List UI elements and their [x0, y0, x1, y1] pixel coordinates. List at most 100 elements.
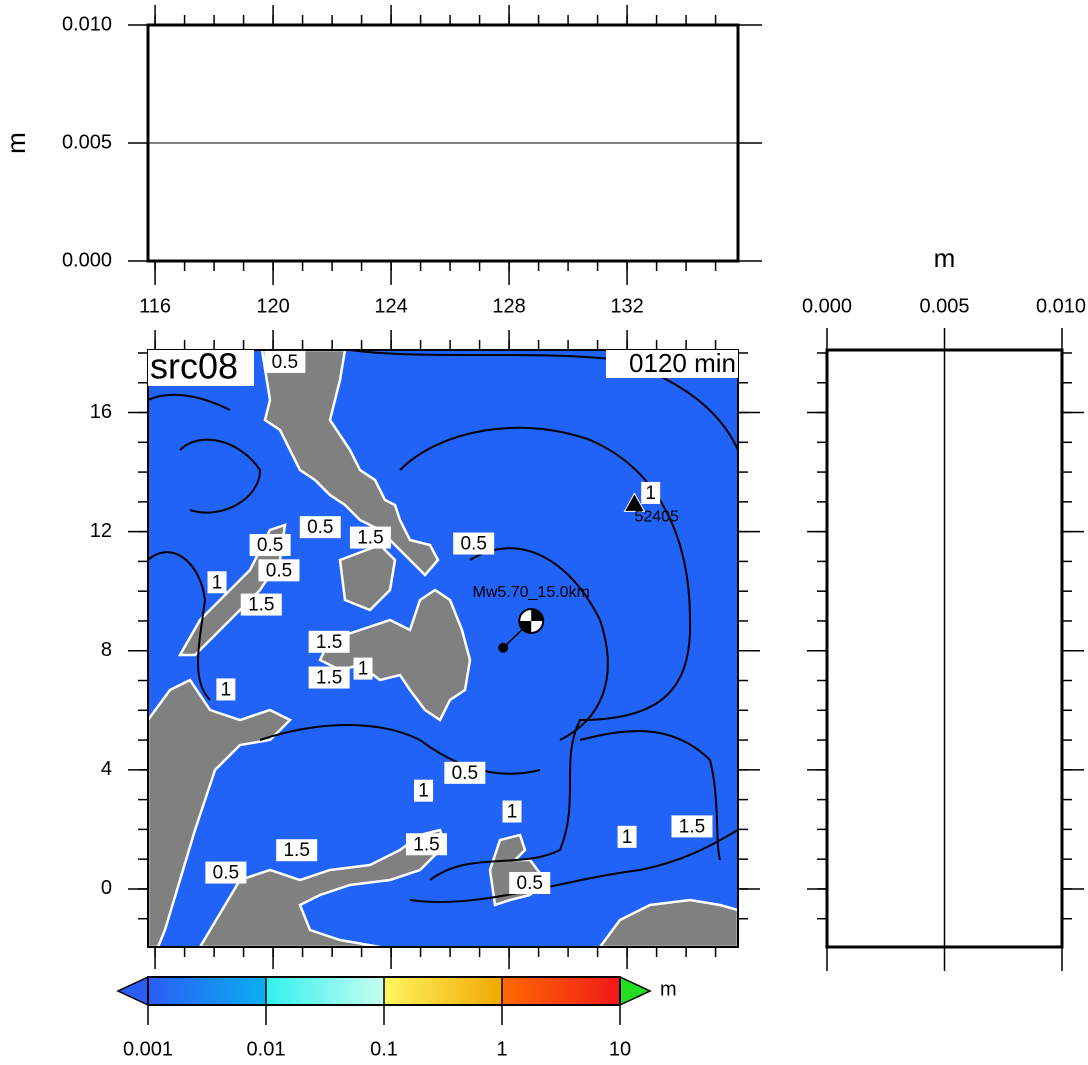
contour-label: 1 [418, 781, 429, 802]
epicenter [498, 642, 509, 653]
y-axis-label: m [1, 132, 31, 154]
x-tick-label: 116 [139, 295, 171, 317]
contour-label-box [308, 666, 350, 689]
contour-line [399, 426, 692, 881]
contour-label-box [240, 593, 282, 616]
colorbar-segment [502, 977, 620, 1005]
time-label: 0120 min [629, 348, 736, 378]
y-tick-label: 0.000 [62, 249, 112, 271]
x-tick-label: 0.000 [802, 295, 852, 317]
map-title: src08 [150, 346, 238, 387]
contour-label: 1.5 [357, 528, 383, 549]
x-tick-label: 128 [492, 295, 525, 317]
contour-label-box [671, 815, 713, 838]
y-tick-label: 0.010 [62, 13, 112, 35]
contour-label: 0.5 [272, 352, 298, 373]
x-axis-label: m [934, 243, 956, 273]
y-tick-label: 4 [101, 758, 112, 780]
contour-label-box [444, 761, 486, 784]
contour-line [579, 730, 721, 861]
colorbar-over [619, 975, 652, 1007]
contour-label: 0.5 [213, 863, 239, 884]
contour-line [179, 438, 262, 514]
contour-label: 0.5 [460, 534, 486, 555]
contour-label: 1.5 [283, 840, 309, 861]
contour-label: 1 [221, 679, 232, 700]
map-overlay: 0.5 1 0.5 0.5 1.5 0.5 0.5 1 1.5 1.5 1 1.5 1 0.5 1 1 1.5 1… [205, 350, 713, 894]
contour-label-box [258, 559, 300, 582]
contour-label-box [414, 779, 434, 802]
colorbar-tick-label: 10 [609, 1038, 631, 1060]
contour-label-box [207, 571, 227, 594]
time-box [606, 350, 738, 378]
contour-label: 0.5 [266, 560, 292, 581]
colorbar-tick-label: 1 [496, 1038, 507, 1060]
colorbar-segment [384, 977, 502, 1005]
x-tick-label: 124 [374, 295, 407, 317]
colorbar-segment [266, 977, 384, 1005]
colorbar-tick-label: 0.1 [370, 1038, 398, 1060]
contour-label-box [349, 526, 391, 549]
contour-line [469, 547, 609, 741]
contour-label-box [509, 871, 551, 894]
contour-label-box [308, 630, 350, 653]
y-tick-label: 0 [101, 877, 112, 899]
contour-label: 1 [645, 483, 656, 504]
borneo [148, 678, 293, 947]
contour-label-box [205, 861, 247, 884]
contour-label: 1 [358, 659, 369, 680]
contour-label: 1.5 [413, 834, 439, 855]
contour-label-box [405, 833, 447, 856]
y-tick-label: 12 [90, 520, 112, 542]
title-box [148, 350, 254, 386]
contour-label-box [264, 350, 306, 373]
contour-label: 1 [507, 802, 518, 823]
y-tick-label: 8 [101, 639, 112, 661]
x-tick-label: 120 [256, 295, 289, 317]
contour-label: 1 [212, 572, 223, 593]
map-layers [148, 350, 738, 947]
station-name: 52405 [634, 509, 679, 526]
colorbar-tick-label: 0.01 [247, 1038, 286, 1060]
contour-line [349, 350, 738, 451]
colorbar-tick-label: 0.001 [123, 1038, 173, 1060]
contour-label: 1 [622, 827, 633, 848]
x-tick-label: 0.010 [1036, 295, 1086, 317]
land [148, 350, 738, 947]
contour-label-box [617, 825, 637, 848]
epicenter-label: Mw5.70_15.0km [473, 584, 590, 601]
new-guinea [598, 898, 738, 947]
contour-line [148, 393, 231, 411]
contour-label: 0.5 [452, 763, 478, 784]
contour-line [148, 551, 211, 701]
contour-label: 1.5 [316, 632, 342, 653]
colorbar-unit: m [660, 978, 677, 1000]
x-tick-label: 0.005 [919, 295, 969, 317]
colorbar-under [116, 975, 149, 1007]
contour-label-box [502, 800, 522, 823]
beachball-quadrant [519, 608, 544, 633]
contour-label-box [216, 678, 236, 701]
luzon [260, 350, 440, 577]
contour-label-box [276, 839, 318, 862]
contour-label-box [641, 481, 661, 504]
contour-line [409, 829, 738, 903]
contour-label-box [353, 657, 373, 680]
contour-label: 1.5 [248, 595, 274, 616]
y-tick-label: 0.005 [62, 131, 112, 153]
contour-label-box [453, 532, 495, 555]
contour-line [259, 724, 541, 775]
map-frame [147, 349, 739, 948]
colorbar-segment [148, 977, 266, 1005]
station-marker [623, 492, 646, 512]
y-tick-label: 16 [90, 401, 112, 423]
contour-label: 0.5 [257, 535, 283, 556]
contour-label-box [299, 516, 341, 539]
contour-label: 0.5 [307, 517, 333, 538]
contour-label: 1.5 [316, 668, 342, 689]
contours [148, 350, 738, 903]
contour-label: 0.5 [517, 873, 543, 894]
x-tick-label: 132 [610, 295, 643, 317]
